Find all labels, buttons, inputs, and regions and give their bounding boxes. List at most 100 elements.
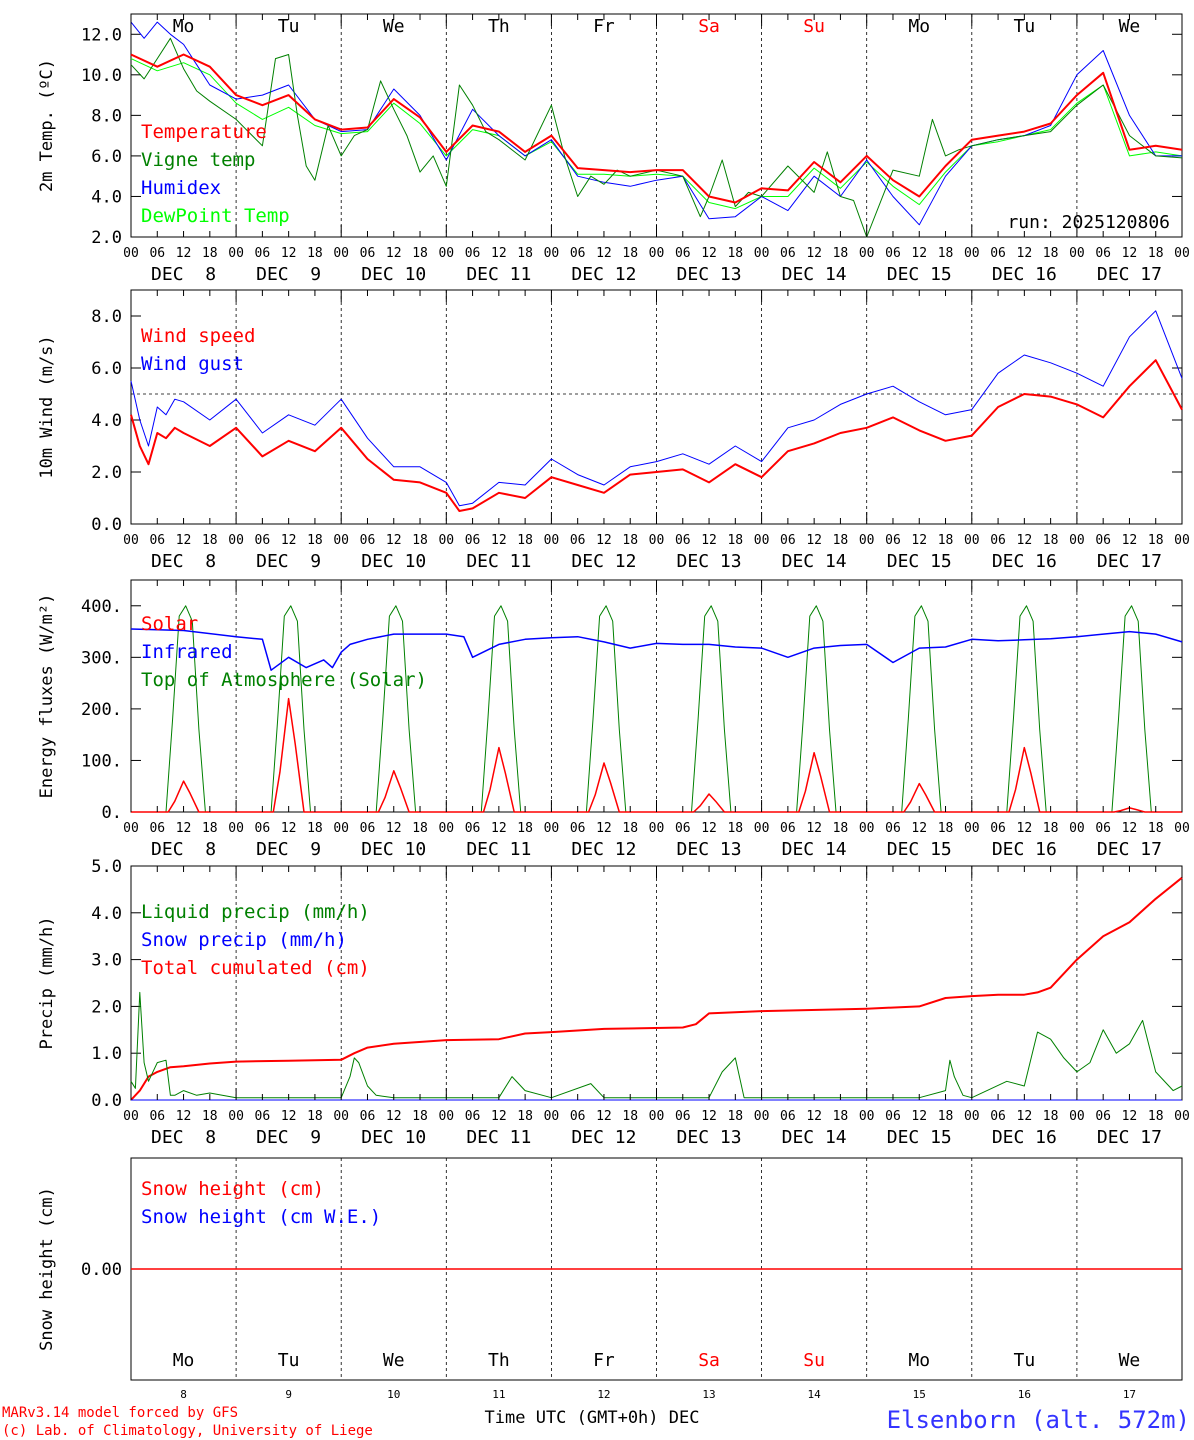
temp-day-name: Tu: [278, 16, 300, 37]
wind-hour-label: 06: [570, 533, 586, 548]
energy-date-label: DEC 8: [151, 839, 216, 860]
precip-date-label: DEC 13: [677, 1127, 742, 1148]
temp-day-name: We: [1119, 16, 1141, 37]
snow-day-number: 9: [285, 1388, 292, 1401]
temp-dewpoint-temp-line: [130, 58, 1183, 210]
precip-hour-label: 06: [465, 1109, 481, 1124]
wind-hour-label: 18: [833, 533, 849, 548]
wind-hour-label: 12: [386, 533, 402, 548]
wind-wind-gust-line: [130, 310, 1183, 507]
wind-hour-label: 18: [622, 533, 638, 548]
snow-legend-snow-height-cm-w-e: Snow height (cm W.E.): [141, 1206, 381, 1228]
precip-hour-label: 00: [1069, 1109, 1085, 1124]
temp-day-name: We: [383, 16, 405, 37]
precip-hour-label: 00: [754, 1109, 770, 1124]
temp-hour-label: 12: [911, 246, 927, 261]
temp-date-label: DEC 12: [571, 264, 636, 285]
temp-hour-label: 12: [281, 246, 297, 261]
wind-legend-wind-gust: Wind gust: [141, 353, 244, 375]
temp-date-label: DEC 16: [992, 264, 1057, 285]
wind-hour-label: 12: [1122, 533, 1138, 548]
snow-day-name: We: [383, 1350, 405, 1371]
wind-y-tick-label: 4.0: [91, 411, 122, 431]
wind-hour-label: 00: [1174, 533, 1190, 548]
energy-date-label: DEC 10: [361, 839, 426, 860]
temp-hour-label: 18: [1043, 246, 1059, 261]
run-label: run: 2025120806: [1007, 212, 1170, 233]
snow-y-tick-label: 0.00: [81, 1260, 122, 1280]
wind-hour-label: 00: [964, 533, 980, 548]
snow-day-name: Mo: [908, 1350, 930, 1371]
wind-date-label: DEC 12: [571, 551, 636, 572]
energy-date-label: DEC 13: [677, 839, 742, 860]
energy-y-tick-label: 0.: [102, 803, 122, 823]
precip-hour-labels: 00 06 12 18 00 06 12 18 00 06 12 18 00 06 12 18 00 06 12 18…: [123, 1109, 1190, 1148]
precip-hour-label: 06: [990, 1109, 1006, 1124]
energy-date-label: DEC 12: [571, 839, 636, 860]
toa-solar-day-1: [131, 605, 237, 813]
temp-y-tick-label: 6.0: [91, 147, 122, 167]
temp-day-name: Sa: [698, 16, 720, 37]
precip-date-label: DEC 12: [571, 1127, 636, 1148]
wind-hour-label: 18: [1148, 533, 1164, 548]
temp-hour-label: 18: [1148, 246, 1164, 261]
temp-hour-label: 06: [990, 246, 1006, 261]
precip-y-tick-label: 4.0: [91, 904, 122, 924]
snow-day-name: We: [1119, 1350, 1141, 1371]
temp-hour-label: 06: [255, 246, 271, 261]
temp-hour-label: 18: [517, 246, 533, 261]
energy-y-tick-label: 300.: [81, 648, 122, 668]
snow-day-name: Sa: [698, 1350, 720, 1371]
time-axis-label: Time UTC (GMT+0h) DEC: [485, 1408, 700, 1428]
energy-hour-label: 18: [727, 821, 743, 836]
temp-day-name: Fr: [593, 16, 615, 37]
temp-hour-label: 12: [1122, 246, 1138, 261]
wind-hour-label: 12: [911, 533, 927, 548]
precip-y-tick-label: 3.0: [91, 951, 122, 971]
precip-y-tick-label: 0.0: [91, 1091, 122, 1111]
energy-hour-label: 00: [1069, 821, 1085, 836]
infrared-line: [130, 628, 1183, 671]
energy-panel: 0. 100. 200. 300. 400. Energy fluxes (W/m²) So…: [37, 579, 1190, 860]
precip-hour-label: 18: [833, 1109, 849, 1124]
energy-date-label: DEC 16: [992, 839, 1057, 860]
temp-hour-label: 06: [675, 246, 691, 261]
precip-date-label: DEC 10: [361, 1127, 426, 1148]
wind-hour-label: 00: [438, 533, 454, 548]
precip-hour-label: 00: [1174, 1109, 1190, 1124]
energy-hour-label: 18: [307, 821, 323, 836]
wind-legend-wind-speed: Wind speed: [141, 325, 255, 347]
energy-hour-label: 06: [675, 821, 691, 836]
snow-day-number: 11: [492, 1388, 505, 1401]
temp-hour-label: 00: [1069, 246, 1085, 261]
temp-y-tick-label: 2.0: [91, 228, 122, 248]
toa-solar-day-9: [971, 605, 1077, 813]
temp-hour-label: 18: [202, 246, 218, 261]
energy-legend-infrared: Infrared: [141, 641, 233, 663]
temp-legend-dewpoint-temp: DewPoint Temp: [141, 205, 290, 227]
wind-hour-label: 06: [1095, 533, 1111, 548]
temp-date-label: DEC 13: [677, 264, 742, 285]
energy-hour-label: 06: [465, 821, 481, 836]
wind-hour-label: 18: [412, 533, 428, 548]
toa-solar-day-4: [446, 605, 552, 813]
wind-y-tick-label: 0.0: [91, 515, 122, 535]
precip-hour-label: 06: [570, 1109, 586, 1124]
wind-panel: 0.0 2.0 4.0 6.0 8.0 10m Wind (m/s) Wind speed W…: [37, 289, 1190, 572]
energy-hour-label: 12: [1017, 821, 1033, 836]
precip-date-label: DEC 14: [782, 1127, 847, 1148]
temp-date-label: DEC 10: [361, 264, 426, 285]
energy-hour-label: 00: [228, 821, 244, 836]
wind-hour-label: 06: [990, 533, 1006, 548]
temp-y-axis-title: 2m Temp. (ºC): [37, 59, 57, 192]
energy-hour-label: 06: [1095, 821, 1111, 836]
precip-date-label: DEC 16: [992, 1127, 1057, 1148]
wind-date-label: DEC 10: [361, 551, 426, 572]
precip-legend-total-cumulated-cm: Total cumulated (cm): [141, 957, 370, 979]
temp-y-tick-label: 8.0: [91, 106, 122, 126]
energy-hour-label: 06: [255, 821, 271, 836]
wind-hour-label: 12: [1017, 533, 1033, 548]
wind-hour-label: 12: [281, 533, 297, 548]
precip-hour-label: 00: [964, 1109, 980, 1124]
wind-date-label: DEC 8: [151, 551, 216, 572]
